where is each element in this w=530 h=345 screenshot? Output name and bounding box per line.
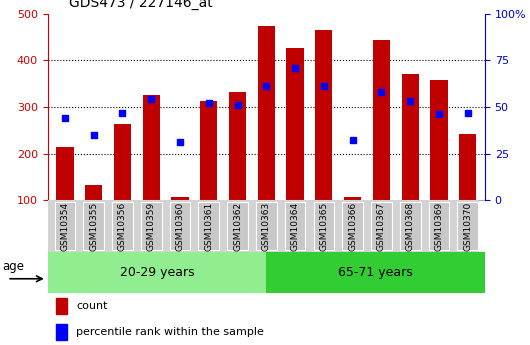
Text: GSM10370: GSM10370 (463, 201, 472, 250)
Bar (48, 252, 266, 293)
Bar (143, 95, 160, 200)
Bar (56, 147, 74, 200)
Text: 20-29 years: 20-29 years (120, 266, 195, 279)
FancyBboxPatch shape (285, 201, 305, 250)
FancyBboxPatch shape (457, 201, 478, 250)
Text: GSM10354: GSM10354 (60, 201, 69, 250)
Point (463, 110, 472, 115)
Bar (56, 298, 67, 314)
Text: GSM10362: GSM10362 (233, 201, 242, 250)
FancyBboxPatch shape (170, 201, 190, 250)
Point (262, 84, 271, 89)
Bar (402, 75, 419, 200)
FancyBboxPatch shape (198, 201, 219, 250)
Bar (114, 124, 131, 200)
Text: age: age (2, 260, 24, 273)
Point (320, 84, 328, 89)
Point (377, 89, 386, 95)
Point (176, 140, 184, 145)
Point (90, 132, 98, 138)
FancyBboxPatch shape (429, 201, 449, 250)
Point (118, 110, 127, 115)
FancyBboxPatch shape (55, 201, 75, 250)
Text: GSM10367: GSM10367 (377, 201, 386, 250)
FancyBboxPatch shape (342, 201, 363, 250)
Text: GSM10360: GSM10360 (175, 201, 184, 250)
FancyBboxPatch shape (227, 201, 248, 250)
Text: GSM10359: GSM10359 (147, 201, 156, 250)
Bar (267, 252, 485, 293)
Bar (430, 80, 447, 200)
FancyBboxPatch shape (371, 201, 392, 250)
Point (205, 100, 213, 106)
FancyBboxPatch shape (314, 201, 334, 250)
Bar (56, 324, 67, 340)
Text: GSM10369: GSM10369 (435, 201, 444, 250)
Point (348, 138, 357, 143)
Text: GSM10368: GSM10368 (405, 201, 414, 250)
Bar (315, 30, 332, 200)
FancyBboxPatch shape (400, 201, 420, 250)
Point (233, 102, 242, 108)
Point (61, 115, 69, 121)
FancyBboxPatch shape (141, 201, 162, 250)
FancyBboxPatch shape (83, 201, 104, 250)
Bar (229, 92, 246, 200)
Text: GSM10365: GSM10365 (320, 201, 329, 250)
Text: GDS473 / 227146_at: GDS473 / 227146_at (69, 0, 213, 10)
Text: percentile rank within the sample: percentile rank within the sample (76, 327, 264, 337)
Text: GSM10356: GSM10356 (118, 201, 127, 250)
Bar (286, 48, 304, 200)
Point (406, 99, 414, 104)
FancyBboxPatch shape (256, 201, 277, 250)
Text: 65-71 years: 65-71 years (338, 266, 413, 279)
Text: GSM10355: GSM10355 (89, 201, 98, 250)
Point (147, 97, 155, 102)
Bar (373, 40, 390, 200)
FancyBboxPatch shape (112, 201, 133, 250)
Text: GSM10363: GSM10363 (262, 201, 271, 250)
Text: GSM10366: GSM10366 (348, 201, 357, 250)
Bar (258, 26, 275, 200)
Bar (85, 185, 102, 200)
Bar (344, 197, 361, 200)
Text: GSM10361: GSM10361 (204, 201, 213, 250)
Bar (200, 101, 217, 200)
Point (435, 112, 443, 117)
Text: GSM10364: GSM10364 (290, 201, 299, 250)
Bar (459, 134, 476, 200)
Text: count: count (76, 301, 108, 311)
Bar (171, 197, 189, 200)
Point (291, 65, 299, 71)
